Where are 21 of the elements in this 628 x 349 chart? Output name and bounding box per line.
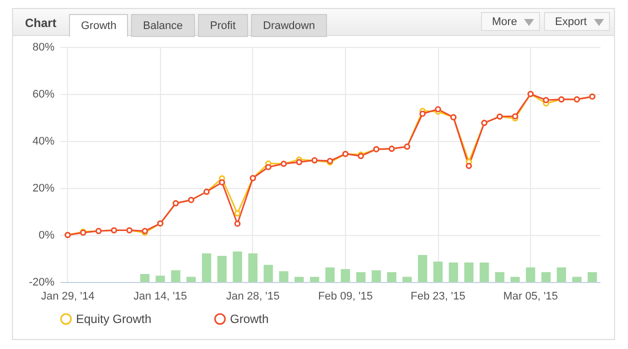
y-tick-label: 20% [32,182,55,194]
legend-label: Growth [230,312,269,326]
text: Growth [69,14,128,37]
y-tick-label: 0% [38,230,55,242]
x-tick-label: Feb 23, '15 [410,290,466,302]
y-tick-label: -20% [28,276,55,288]
x-tick-label: Jan 29, '14 [40,290,94,302]
x-tick-label: Mar 05, '15 [503,290,558,302]
text: Drawdown [251,14,327,37]
x-tick-label: Jan 14, '15 [134,290,188,302]
text: Export [544,12,610,31]
x-tick-label: Jan 28, '15 [226,290,280,302]
chart-title: Chart [25,16,56,30]
y-tick-label: 60% [32,88,55,100]
y-tick-label: 40% [32,136,55,148]
y-tick-label: 80% [32,42,55,54]
text: Profit [198,14,248,37]
text: More [481,12,540,31]
x-tick-label: Feb 09, '15 [318,290,373,302]
text: Balance [131,14,195,37]
legend-label: Equity Growth [76,312,152,326]
